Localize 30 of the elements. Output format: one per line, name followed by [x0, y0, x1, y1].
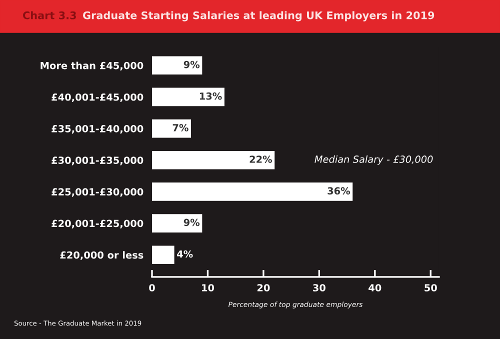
bar	[152, 214, 202, 232]
annotation: Median Salary - £30,000	[314, 155, 433, 165]
y-tick-label: £35,001-£40,000	[52, 125, 144, 134]
data-label: 22%	[250, 156, 272, 163]
x-tick-label: 0	[149, 284, 155, 292]
y-tick-label: £30,001-£35,000	[52, 156, 144, 166]
data-label: 9%	[184, 60, 200, 68]
bar	[152, 56, 202, 75]
data-label: 7%	[172, 124, 188, 132]
data-label: 4%	[177, 250, 193, 258]
bar	[152, 88, 224, 106]
x-tick-label: 30	[313, 284, 326, 292]
caption: Chart 3.3	[23, 11, 76, 20]
y-tick-label: £20,001-£25,000	[52, 220, 144, 228]
x-tick-label: 10	[202, 284, 214, 292]
y-tick-label: More than £45,000	[40, 62, 144, 70]
bar	[152, 119, 192, 138]
data-label: 13%	[200, 92, 222, 100]
x-tick-label: 20	[257, 284, 270, 292]
y-tick-label: £25,001-£30,000	[52, 188, 144, 197]
y-tick-label: £40,001-£45,000	[52, 93, 144, 102]
chart-title: Graduate Starting Salaries at leading UK Employers in 2019	[83, 11, 434, 22]
data-label: 36%	[328, 187, 350, 195]
data-label: 9%	[184, 218, 200, 226]
bar	[152, 182, 353, 201]
y-tick-label: £20,000 or less	[60, 251, 144, 260]
bar	[152, 150, 275, 170]
x-tick-label: 40	[368, 284, 382, 292]
x-tick-label: 50	[424, 284, 437, 292]
bar	[152, 246, 174, 264]
